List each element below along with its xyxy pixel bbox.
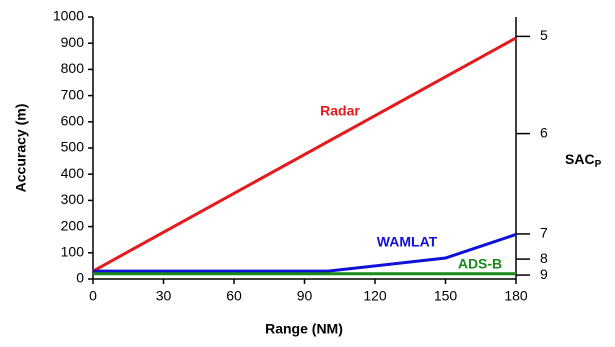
y-tick-label: 900 bbox=[61, 34, 85, 50]
y-tick-label: 200 bbox=[61, 217, 85, 233]
y-tick-label: 1000 bbox=[53, 8, 84, 24]
series-label: Radar bbox=[320, 103, 360, 119]
y2-label-sub: P bbox=[595, 159, 602, 170]
y-tick-label: 400 bbox=[61, 165, 85, 181]
y-axis-label: Accuracy (m) bbox=[13, 104, 29, 193]
x-axis-label: Range (NM) bbox=[265, 321, 343, 337]
y2-tick-label: 8 bbox=[540, 250, 548, 266]
series-line bbox=[92, 36, 517, 273]
y2-tick-label: 6 bbox=[540, 124, 548, 140]
x-tick-label: 150 bbox=[434, 288, 458, 304]
x-tick-label: 30 bbox=[156, 288, 172, 304]
series-line bbox=[93, 233, 517, 273]
x-tick-label: 0 bbox=[89, 288, 97, 304]
x-tick-label: 180 bbox=[504, 288, 528, 304]
y-tick-label: 300 bbox=[61, 191, 85, 207]
y2-axis-label: SACP bbox=[565, 151, 602, 170]
y-tick-label: 100 bbox=[61, 244, 85, 260]
y2-tick-label: 5 bbox=[540, 27, 548, 43]
y2-label-text: SAC bbox=[565, 151, 595, 167]
x-tick-label: 120 bbox=[363, 288, 387, 304]
series-label: ADS-B bbox=[458, 256, 502, 272]
y-tick-label: 500 bbox=[61, 139, 85, 155]
y2-tick-label: 9 bbox=[540, 266, 548, 282]
y-tick-label: 600 bbox=[61, 113, 85, 129]
y-tick-label: 0 bbox=[76, 270, 84, 286]
x-tick-label: 90 bbox=[297, 288, 313, 304]
y-tick-label: 800 bbox=[61, 60, 85, 76]
y2-tick-label: 7 bbox=[540, 225, 548, 241]
series-label: WAMLAT bbox=[377, 234, 438, 250]
x-tick-label: 60 bbox=[226, 288, 242, 304]
y-tick-label: 700 bbox=[61, 86, 85, 102]
